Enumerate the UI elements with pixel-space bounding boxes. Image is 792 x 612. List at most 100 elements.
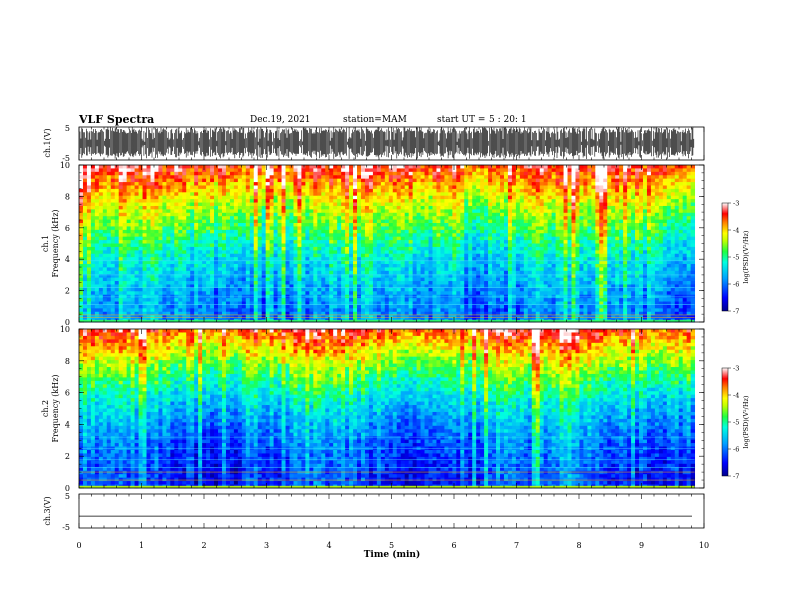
spectrogram-cell (301, 182, 306, 186)
spectrogram-cell (126, 257, 132, 261)
spectrogram-cell (337, 202, 342, 207)
spectrogram-cell (436, 308, 441, 313)
spectrogram-cell (361, 253, 366, 258)
spectrogram-cell (158, 281, 163, 285)
spectrogram-cell (476, 287, 481, 292)
spectrogram-cell (285, 178, 290, 183)
spectrogram-cell (214, 236, 219, 241)
spectrogram-cell (448, 229, 453, 234)
spectrogram-cell (440, 298, 445, 302)
spectrogram-cell (186, 257, 191, 261)
spectrogram-cell (218, 240, 223, 244)
spectrogram-cell (448, 182, 453, 186)
spectrogram-cell (436, 229, 441, 234)
spectrogram-cell (341, 223, 346, 227)
spectrogram-cell (198, 205, 203, 210)
spectrogram-cell (472, 304, 477, 309)
spectrogram-cell (158, 192, 163, 197)
spectrogram-cell (122, 304, 128, 309)
spectrogram-cell (329, 219, 334, 224)
spectrogram-cell (229, 226, 235, 231)
spectrogram-cell (285, 274, 290, 279)
spectrogram-cell (221, 185, 227, 190)
spectrogram-cell (158, 287, 163, 292)
spectrogram-cell (269, 277, 275, 282)
spectrogram-cell (384, 284, 390, 289)
spectrogram-cell (86, 195, 92, 200)
spectrogram-cell (305, 223, 310, 227)
spectrogram-cell (162, 311, 167, 316)
ch1-waveform-xticks (78, 127, 705, 160)
spectrogram-cell (82, 223, 88, 227)
spectrogram-cell (194, 308, 199, 313)
spectrogram-cell (289, 246, 294, 251)
spectrogram-cell (444, 274, 449, 279)
spectrogram-cell (138, 209, 143, 214)
spectrogram-cell (221, 216, 227, 221)
spectrogram-cell (277, 250, 282, 255)
spectrogram-cell (317, 236, 322, 241)
spectrogram-cell (372, 260, 378, 265)
spectrogram-cell (305, 243, 310, 248)
spectrogram-cell (182, 267, 187, 272)
spectrogram-cell (106, 250, 112, 255)
spectrogram-cell (273, 233, 278, 238)
spectrogram-cell (412, 199, 417, 203)
spectrogram-cell (293, 223, 298, 227)
spectrogram-cell (241, 291, 247, 296)
spectrogram-cell (218, 253, 223, 258)
spectrogram-cell (225, 291, 231, 296)
spectrogram-cell (289, 226, 294, 231)
spectrogram-cell (496, 274, 501, 279)
spectrogram-cell (162, 250, 167, 255)
spectrogram-cell (79, 182, 84, 186)
spectrogram-cell (440, 253, 445, 258)
spectrogram-cell (206, 284, 211, 289)
spectrogram-cell (424, 212, 429, 217)
spectrogram-cell (372, 165, 378, 169)
spectrogram-cell (178, 175, 183, 180)
spectrogram-cell (253, 250, 259, 255)
spectrogram-cell (333, 267, 338, 272)
spectrogram-cell (214, 233, 219, 238)
spectrogram-cell (424, 199, 429, 203)
spectrogram-cell (150, 301, 155, 306)
spectrogram-cell (241, 263, 247, 268)
spectrogram-cell (297, 175, 302, 180)
spectrogram-cell (82, 281, 88, 285)
spectrogram-cell (221, 223, 227, 227)
spectrogram-cell (440, 223, 445, 227)
spectrogram-cell (420, 304, 425, 309)
spectrogram-cell (416, 229, 421, 234)
spectrogram-cell (229, 192, 235, 197)
spectrogram-cell (114, 253, 120, 258)
spectrogram-cell (126, 304, 132, 309)
spectrogram-cell (233, 301, 239, 306)
spectrogram-cell (464, 229, 469, 234)
start-ut-label: start UT = (437, 115, 486, 125)
spectrogram-cell (452, 202, 457, 207)
spectrogram-cell (150, 253, 155, 258)
spectrogram-cell (432, 253, 437, 258)
spectrogram-cell (321, 267, 326, 272)
spectrogram-cell (341, 263, 346, 268)
spectrogram-cell (166, 281, 171, 285)
spectrogram-cell (444, 168, 449, 173)
spectrogram-cell (218, 171, 223, 176)
spectrogram-cell (86, 284, 92, 289)
spectrogram-cell (293, 260, 298, 265)
spectrogram-cell (384, 226, 390, 231)
spectrogram-cell (317, 185, 322, 190)
spectrogram-cell (364, 253, 370, 258)
spectrogram-cell (480, 236, 485, 241)
spectrogram-cell (432, 175, 437, 180)
spectrogram-cell (110, 311, 116, 316)
spectrogram-cell (281, 257, 286, 261)
spectrogram-cell (345, 192, 350, 197)
spectrogram-cell (265, 185, 271, 190)
spectrogram-cell (218, 311, 223, 316)
spectrogram-cell (206, 267, 211, 272)
spectrogram-cell (448, 311, 453, 316)
spectrogram-cell (98, 284, 104, 289)
spectrogram-cell (349, 304, 354, 309)
